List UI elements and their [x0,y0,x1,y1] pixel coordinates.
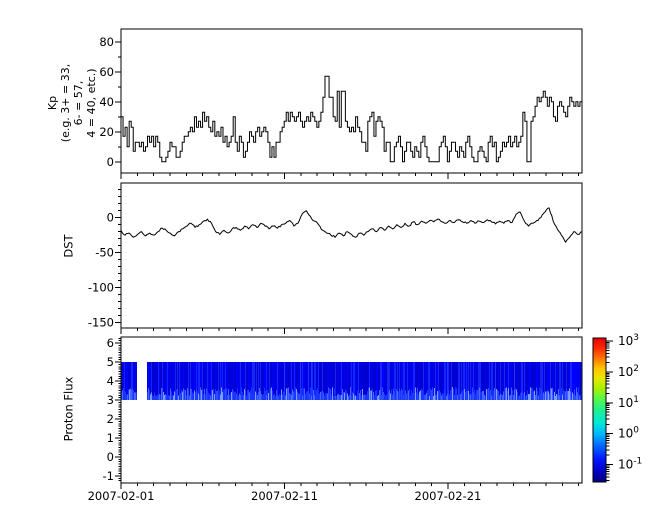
svg-text:103: 103 [618,333,639,348]
x-ticks-panel-0 [120,173,580,179]
svg-text:3: 3 [107,393,114,407]
svg-text:101: 101 [618,395,639,410]
svg-text:2007-02-01: 2007-02-01 [88,489,155,503]
svg-text:2007-02-11: 2007-02-11 [251,489,318,503]
kp-axis-label-line2: (e.g. 3+ = 33, [59,63,72,143]
colorbar-gradient [593,338,606,482]
svg-text:60: 60 [99,65,114,79]
kp-axis-label-line1: Kp [46,95,59,111]
colorbar-ticks [606,340,613,482]
svg-text:102: 102 [618,364,639,379]
svg-text:100: 100 [618,426,639,441]
svg-text:2007-02-21: 2007-02-21 [415,489,482,503]
kp-axis-label: Kp (e.g. 3+ = 33, 6- = 57, 4 = 40, etc.) [46,64,98,142]
proton-flux-y-ticks [115,337,121,482]
svg-text:6: 6 [107,336,114,350]
kp-step-line [121,75,582,163]
x-tick-labels: 2007-02-01 2007-02-11 2007-02-21 [88,489,482,503]
proton-flux-y-tick-labels: -1 0 1 2 3 4 5 6 [103,336,114,483]
dst-panel-frame [120,182,583,329]
dst-y-tick-labels: 0 -50 -100 -150 [88,211,114,330]
dst-y-ticks [115,189,121,324]
svg-text:80: 80 [99,35,114,49]
svg-text:40: 40 [99,95,114,109]
kp-axis-label-line4: 4 = 40, etc.) [85,68,98,138]
dst-axis-label: DST [61,234,76,258]
colorbar: 103 102 101 100 10-1 [592,333,642,483]
svg-text:-50: -50 [95,246,114,260]
svg-text:0: 0 [107,211,114,225]
svg-text:-150: -150 [88,316,114,330]
svg-text:20: 20 [99,125,114,139]
svg-text:5: 5 [107,355,114,369]
kp-y-ticks [115,41,121,163]
svg-text:1: 1 [107,431,114,445]
svg-text:0: 0 [107,155,114,169]
proton-flux-band [121,362,582,401]
svg-text:2: 2 [107,412,114,426]
kp-panel-frame [120,28,583,174]
svg-text:0: 0 [107,450,114,464]
kp-y-tick-labels: 0 20 40 60 80 [99,35,114,169]
svg-text:-100: -100 [88,281,114,295]
proton-flux-axis-label: Proton Flux [61,376,76,442]
proton-flux-band-segment [147,362,582,401]
svg-text:10-1: 10-1 [618,457,642,472]
dst-line [120,207,583,243]
colorbar-tick-labels: 103 102 101 100 10-1 [618,333,642,472]
svg-text:4: 4 [107,374,114,388]
proton-flux-band-segment [121,362,137,401]
x-ticks-panel-2 [120,483,580,489]
x-ticks-panel-1 [120,328,580,334]
kp-axis-label-line3: 6- = 57, [72,80,85,126]
proton-flux-panel-frame [120,336,583,484]
svg-text:-1: -1 [103,469,114,483]
